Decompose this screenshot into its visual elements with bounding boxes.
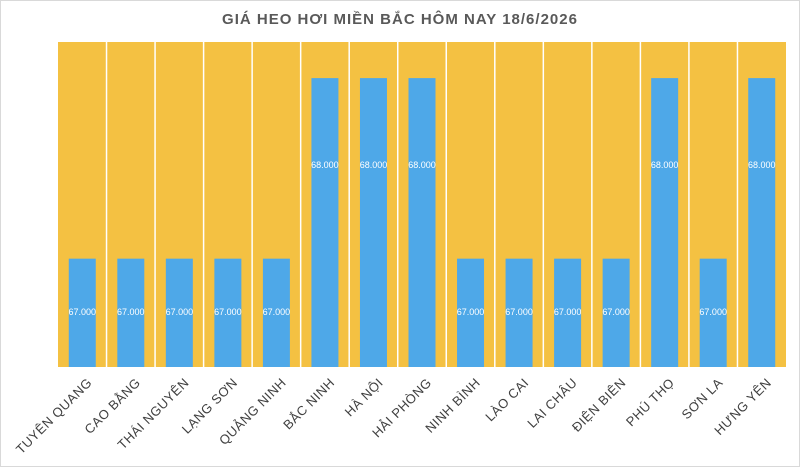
bar (165, 258, 193, 367)
bar (651, 78, 679, 367)
bar (457, 258, 485, 367)
bar (554, 258, 582, 367)
value-label: 67.000 (505, 307, 533, 317)
value-label: 68.000 (408, 160, 436, 170)
bar (214, 258, 242, 367)
bar (505, 258, 533, 367)
value-label: 67.000 (69, 307, 97, 317)
value-label: 67.000 (699, 307, 727, 317)
bar (359, 78, 387, 367)
bar (748, 78, 776, 367)
value-label: 68.000 (748, 160, 776, 170)
bar (117, 258, 145, 367)
value-label: 67.000 (214, 307, 242, 317)
value-label: 67.000 (554, 307, 582, 317)
bar (311, 78, 339, 367)
bar (699, 258, 727, 367)
value-label: 68.000 (651, 160, 679, 170)
bar (68, 258, 96, 367)
value-label: 68.000 (360, 160, 388, 170)
value-label: 67.000 (117, 307, 145, 317)
bar (408, 78, 436, 367)
value-label: 67.000 (263, 307, 291, 317)
bar (262, 258, 290, 367)
chart-title: GIÁ HEO HƠI MIỀN BẮC HÔM NAY 18/6/2026 (222, 10, 578, 28)
value-label: 68.000 (311, 160, 339, 170)
value-label: 67.000 (166, 307, 194, 317)
value-label: 67.000 (602, 307, 630, 317)
bar (602, 258, 630, 367)
value-label: 67.000 (457, 307, 485, 317)
